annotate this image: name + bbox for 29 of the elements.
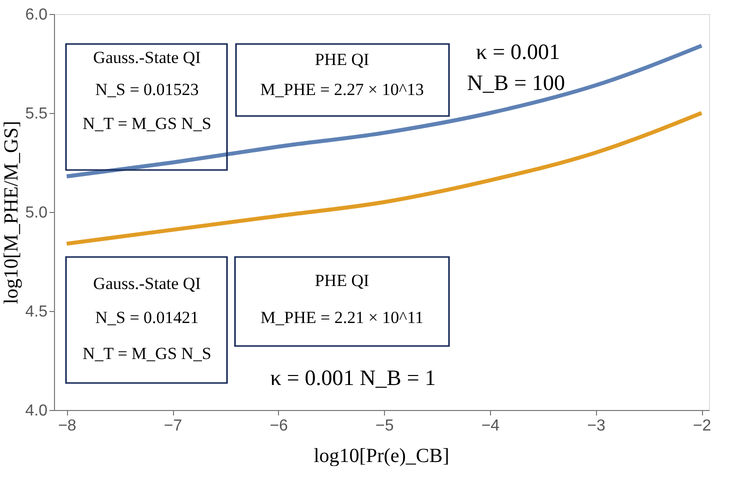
line-series — [64, 111, 704, 246]
x-axis-title: log10[Pr(e)_CB] — [314, 445, 450, 467]
annotation: κ = 0.001 N_B = 1 — [270, 365, 436, 390]
x-tick-label: −3 — [587, 418, 606, 434]
annotation: κ = 0.001 — [476, 39, 560, 64]
y-axis-title: log10[M_PHE/M_GS] — [0, 120, 22, 304]
x-tick-label: −6 — [270, 418, 288, 434]
annotation: N_T = M_GS N_S — [82, 344, 212, 363]
annotation: M_PHE = 2.21 × 10^11 — [260, 308, 424, 327]
y-tick-label: 5.5 — [25, 106, 48, 122]
annotation: M_PHE = 2.27 × 10^13 — [260, 80, 424, 99]
annotation: N_B = 100 — [467, 70, 565, 95]
x-tick-label: −4 — [481, 418, 500, 434]
x-tick-label: −5 — [376, 418, 394, 434]
annotation: Gauss.-State QI — [93, 274, 202, 293]
y-tick-label: 4.5 — [25, 304, 48, 320]
annotation: Gauss.-State QI — [93, 48, 202, 67]
annotation: N_T = M_GS N_S — [82, 114, 212, 133]
y-tick-label: 4.0 — [25, 402, 48, 420]
y-tick-label: 5.0 — [25, 204, 48, 222]
line-series — [64, 44, 704, 178]
annotation: PHE QI — [314, 50, 370, 69]
annotation: N_S = 0.01523 — [95, 80, 199, 99]
annotation: PHE QI — [314, 271, 370, 290]
annotation: N_S = 0.01421 — [95, 308, 199, 327]
x-tick-label: −8 — [58, 418, 76, 434]
x-tick-label: −2 — [692, 418, 712, 434]
y-tick-label: 6.0 — [25, 6, 48, 24]
x-tick-label: −7 — [164, 418, 182, 434]
